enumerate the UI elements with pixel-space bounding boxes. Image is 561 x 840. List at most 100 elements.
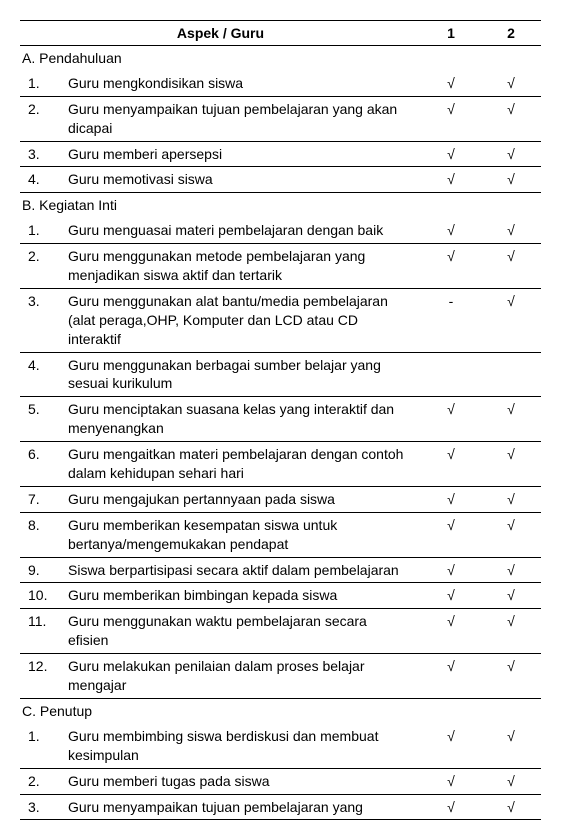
section-a-header-label: A. Pendahuluan (20, 46, 541, 71)
row-number: 7. (20, 486, 62, 512)
section-b-row: 11.Guru menggunakan waktu pembelajaran s… (20, 609, 541, 654)
row-number: 11. (20, 609, 62, 654)
row-desc: Guru menguasai materi pembelajaran denga… (62, 218, 421, 243)
row-check-2: √ (481, 288, 541, 352)
row-number: 3. (20, 141, 62, 167)
row-check-1: - (421, 288, 481, 352)
row-desc: Guru mengajukan pertannyaan pada siswa (62, 486, 421, 512)
section-b-row: 9.Siswa berpartisipasi secara aktif dala… (20, 557, 541, 583)
row-desc: Guru memberi tugas pada siswa (62, 768, 421, 794)
header-col1: 1 (421, 21, 481, 46)
header-aspek: Aspek / Guru (20, 21, 421, 46)
row-check-1: √ (421, 609, 481, 654)
section-a-row: 1.Guru mengkondisikan siswa√√ (20, 71, 541, 96)
row-desc: Guru memberi apersepsi (62, 141, 421, 167)
section-b-row: 1.Guru menguasai materi pembelajaran den… (20, 218, 541, 243)
row-check-2: √ (481, 609, 541, 654)
row-number: 2. (20, 768, 62, 794)
row-desc: Guru mengaitkan materi pembelajaran deng… (62, 442, 421, 487)
row-check-2: √ (481, 397, 541, 442)
row-number: 1. (20, 71, 62, 96)
section-c-row: 2.Guru memberi tugas pada siswa√√ (20, 768, 541, 794)
row-number: 3. (20, 794, 62, 820)
section-b-header-label: B. Kegiatan Inti (20, 193, 541, 218)
row-check-1: √ (421, 557, 481, 583)
row-check-1: √ (421, 768, 481, 794)
row-number: 4. (20, 352, 62, 397)
row-number: 6. (20, 442, 62, 487)
section-c-header: C. Penutup (20, 698, 541, 723)
section-b-row: 2.Guru menggunakan metode pembelajaran y… (20, 244, 541, 289)
row-number: 3. (20, 288, 62, 352)
section-b-row: 5.Guru menciptakan suasana kelas yang in… (20, 397, 541, 442)
section-a-header: A. Pendahuluan (20, 46, 541, 71)
row-desc: Guru memotivasi siswa (62, 167, 421, 193)
header-col2: 2 (481, 21, 541, 46)
row-check-1: √ (421, 442, 481, 487)
row-number: 9. (20, 557, 62, 583)
section-b-header: B. Kegiatan Inti (20, 193, 541, 218)
section-b-row: 4.Guru menggunakan berbagai sumber belaj… (20, 352, 541, 397)
row-check-2: √ (481, 512, 541, 557)
row-desc: Guru mengkondisikan siswa (62, 71, 421, 96)
row-desc: Guru menyampaikan tujuan pembelajaran ya… (62, 96, 421, 141)
row-check-2: √ (481, 724, 541, 768)
row-check-2: √ (481, 167, 541, 193)
row-desc: Guru menggunakan alat bantu/media pembel… (62, 288, 421, 352)
row-check-2: √ (481, 486, 541, 512)
header-row: Aspek / Guru 1 2 (20, 21, 541, 46)
section-c-header-label: C. Penutup (20, 698, 541, 723)
row-desc: Siswa berpartisipasi secara aktif dalam … (62, 557, 421, 583)
row-desc: Guru menggunakan berbagai sumber belajar… (62, 352, 421, 397)
row-desc: Guru menciptakan suasana kelas yang inte… (62, 397, 421, 442)
section-a-row: 2.Guru menyampaikan tujuan pembelajaran … (20, 96, 541, 141)
row-check-2: √ (481, 557, 541, 583)
section-b-row: 3.Guru menggunakan alat bantu/media pemb… (20, 288, 541, 352)
row-number: 5. (20, 397, 62, 442)
row-check-1: √ (421, 244, 481, 289)
row-check-1: √ (421, 167, 481, 193)
row-desc: Guru memberikan bimbingan kepada siswa (62, 583, 421, 609)
row-desc: Guru melakukan penilaian dalam proses be… (62, 654, 421, 699)
row-number: 1. (20, 724, 62, 768)
row-check-2: √ (481, 654, 541, 699)
row-check-2: √ (481, 141, 541, 167)
row-check-2: √ (481, 794, 541, 820)
row-desc: Guru membimbing siswa berdiskusi dan mem… (62, 724, 421, 768)
section-a-row: 4.Guru memotivasi siswa√√ (20, 167, 541, 193)
row-check-1: √ (421, 71, 481, 96)
row-check-2: √ (481, 96, 541, 141)
section-b-row: 7.Guru mengajukan pertannyaan pada siswa… (20, 486, 541, 512)
row-check-1 (421, 352, 481, 397)
row-check-2: √ (481, 218, 541, 243)
row-desc: Guru memberikan kesempatan siswa untuk b… (62, 512, 421, 557)
row-desc: Guru menggunakan waktu pembelajaran seca… (62, 609, 421, 654)
row-check-1: √ (421, 141, 481, 167)
row-check-1: √ (421, 218, 481, 243)
row-check-1: √ (421, 512, 481, 557)
row-check-2 (481, 352, 541, 397)
row-check-1: √ (421, 583, 481, 609)
section-b-row: 8.Guru memberikan kesempatan siswa untuk… (20, 512, 541, 557)
row-check-2: √ (481, 768, 541, 794)
row-check-1: √ (421, 654, 481, 699)
row-check-2: √ (481, 244, 541, 289)
row-check-1: √ (421, 794, 481, 820)
section-b-row: 6.Guru mengaitkan materi pembelajaran de… (20, 442, 541, 487)
row-check-2: √ (481, 442, 541, 487)
row-check-1: √ (421, 486, 481, 512)
row-check-1: √ (421, 96, 481, 141)
section-a-row: 3.Guru memberi apersepsi√√ (20, 141, 541, 167)
row-check-2: √ (481, 71, 541, 96)
row-number: 8. (20, 512, 62, 557)
row-number: 10. (20, 583, 62, 609)
section-c-row: 3.Guru menyampaikan tujuan pembelajaran … (20, 794, 541, 820)
row-check-2: √ (481, 583, 541, 609)
row-check-1: √ (421, 724, 481, 768)
row-number: 1. (20, 218, 62, 243)
section-b-row: 12.Guru melakukan penilaian dalam proses… (20, 654, 541, 699)
row-number: 2. (20, 96, 62, 141)
row-check-1: √ (421, 397, 481, 442)
row-number: 2. (20, 244, 62, 289)
section-c-row: 1.Guru membimbing siswa berdiskusi dan m… (20, 724, 541, 768)
